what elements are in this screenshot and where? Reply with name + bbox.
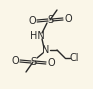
Text: S: S	[30, 57, 36, 67]
Text: Cl: Cl	[69, 53, 79, 63]
Text: O: O	[47, 58, 55, 68]
Text: N: N	[42, 45, 50, 55]
Text: O: O	[28, 16, 36, 26]
Text: S: S	[47, 15, 53, 25]
Text: O: O	[11, 56, 19, 66]
Text: O: O	[64, 14, 72, 24]
Text: HN: HN	[30, 31, 44, 41]
